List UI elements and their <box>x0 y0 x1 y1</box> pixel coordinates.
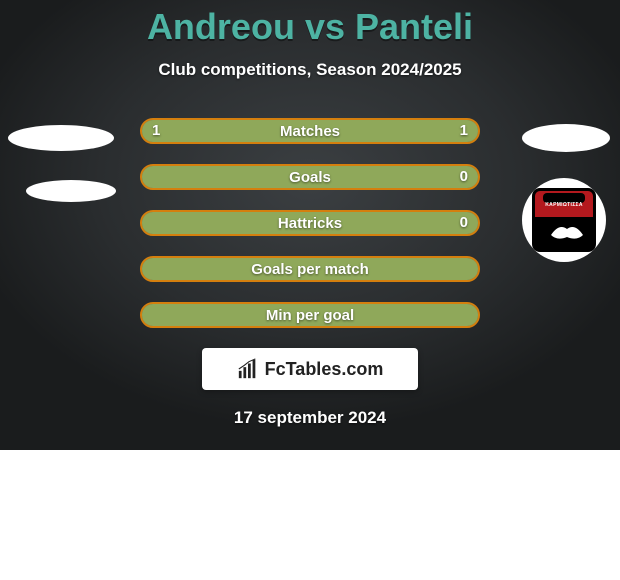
stat-label: Goals <box>289 169 331 186</box>
stat-row: 0 Hattricks <box>140 210 480 236</box>
stat-value-right: 0 <box>460 214 468 231</box>
stat-label: Matches <box>280 123 340 140</box>
stat-label: Min per goal <box>266 307 354 324</box>
chart-icon <box>237 358 259 380</box>
watermark: FcTables.com <box>202 348 418 390</box>
page-title: Andreou vs Panteli <box>0 0 620 48</box>
stat-value-left: 1 <box>152 122 160 139</box>
subtitle: Club competitions, Season 2024/2025 <box>0 60 620 80</box>
player-a-name: Andreou <box>147 6 295 47</box>
stat-label: Goals per match <box>251 261 369 278</box>
watermark-text: FcTables.com <box>265 359 384 380</box>
player-b-name: Panteli <box>355 6 473 47</box>
vs-label: vs <box>305 6 345 47</box>
stat-row: 0 Goals <box>140 164 480 190</box>
stat-rows: 1 1 Matches 0 Goals 0 Hattricks Goals per match… <box>0 118 620 328</box>
stat-row: 1 1 Matches <box>140 118 480 144</box>
date-label: 17 september 2024 <box>0 408 620 428</box>
stat-label: Hattricks <box>278 215 342 232</box>
stat-row: Min per goal <box>140 302 480 328</box>
stat-value-right: 0 <box>460 168 468 185</box>
stat-row: Goals per match <box>140 256 480 282</box>
stat-value-right: 1 <box>460 122 468 139</box>
